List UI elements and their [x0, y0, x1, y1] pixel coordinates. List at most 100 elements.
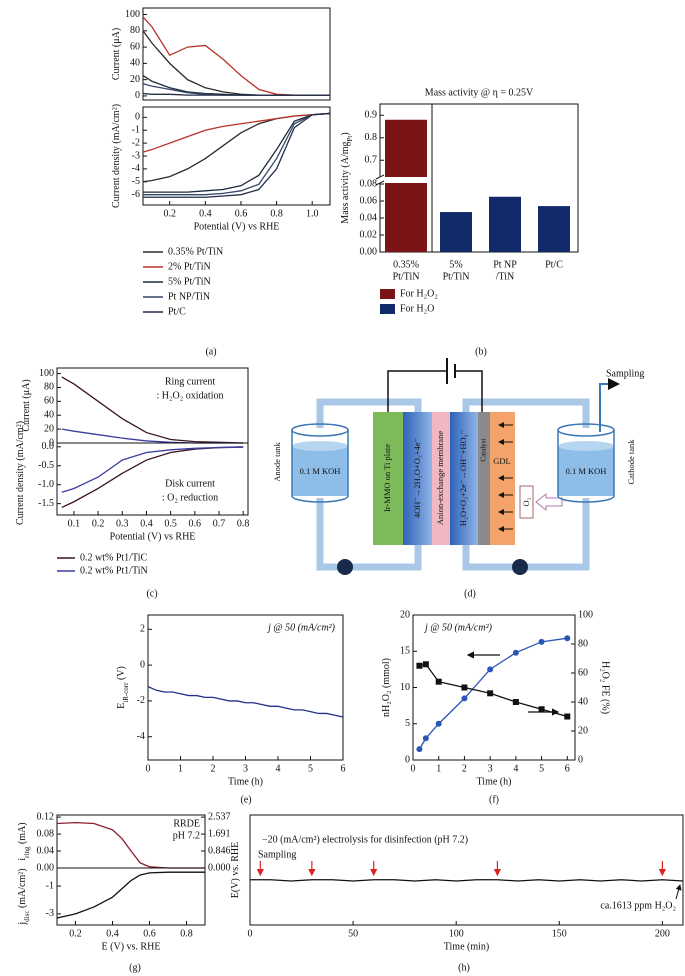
- label: H₂O+O₂+2e⁻→OH⁻+HO₂⁻: [458, 429, 468, 526]
- y-axis-label: iring (mA): [17, 822, 30, 860]
- membrane: [432, 412, 450, 545]
- x-tick-label: 0.8: [180, 928, 193, 939]
- label-part: j: [17, 922, 28, 926]
- legend-swatch: [380, 289, 395, 299]
- x-axis-label: Potential (V) vs RHE: [110, 531, 196, 542]
- y-tick-label: 0: [135, 112, 140, 123]
- x-tick-label: 0.7: [213, 518, 226, 529]
- axis-break: [375, 174, 385, 180]
- label-part: Current density (mA/cm²): [15, 421, 26, 525]
- y2-tick-label: 40: [578, 696, 588, 707]
- x-tick-label: 1: [436, 763, 441, 774]
- series-line: [418, 637, 568, 750]
- label-sub: iR-corr: [122, 682, 130, 703]
- x-tick-label: 50: [348, 928, 358, 939]
- label-part: ): [340, 132, 351, 135]
- x-tick-label: Pt/TiN: [393, 271, 420, 282]
- tank-rim: [557, 423, 615, 437]
- legend-swatch: [380, 304, 395, 314]
- y-tick-label: 80: [130, 25, 140, 36]
- pump: [337, 559, 353, 575]
- label: O₂: [521, 497, 531, 506]
- series-line: [142, 112, 331, 183]
- y-axis-label: E(V) vs. RHE: [230, 842, 241, 898]
- bar: [440, 212, 472, 252]
- x-tick-label: 0.8: [237, 518, 250, 529]
- wire: [387, 370, 447, 412]
- axis-break: [377, 177, 383, 183]
- y-tick-label: -0.5: [38, 460, 54, 471]
- y2-tick-label: 2.537: [208, 811, 231, 822]
- x-tick-label: 2: [211, 763, 216, 774]
- pipe: [462, 398, 590, 428]
- panel-label: (e): [240, 794, 251, 805]
- label: 0.1 M KOH: [566, 466, 607, 476]
- electrolyte: [558, 446, 614, 496]
- y-tick-label: 0.04: [360, 212, 378, 223]
- x-tick-label: 3: [243, 763, 248, 774]
- series-line: [61, 376, 244, 444]
- oxygen-box: [519, 485, 534, 519]
- x-tick-label: 0.1: [68, 518, 81, 529]
- y2-tick-label: 60: [578, 667, 588, 678]
- legend-label: 0.2 wt% Pt1/TiC: [80, 552, 147, 563]
- legend-label: For H₂O₂: [400, 288, 438, 299]
- y-tick-label: -5: [132, 176, 140, 187]
- anode-zone: [403, 412, 432, 545]
- annotation: j @ 50 (mA/cm²): [266, 622, 336, 633]
- diagram: Ir-MMO on Ti plate 4OH⁻→2H₂O+O₂+4e⁻ Anio…: [272, 358, 644, 599]
- y-axis-label: Current density (mA/cm²): [15, 421, 26, 525]
- y-tick-label: 60: [44, 396, 54, 407]
- axis-break: [375, 180, 385, 186]
- anode-tank: 0.1 M KOH: [291, 423, 349, 503]
- bar: [538, 206, 570, 252]
- legend-label: 0.2 wt% Pt1/TiN: [80, 565, 148, 576]
- plot-frame: [412, 614, 576, 761]
- label: Sampling: [606, 368, 644, 379]
- y-tick-label: 0.00: [37, 862, 55, 873]
- pipe: [316, 498, 422, 571]
- y-tick-label: 80: [44, 382, 54, 393]
- y-tick-label: -1.5: [38, 498, 54, 509]
- x-axis-label: Potential (V) vs RHE: [194, 221, 280, 232]
- legend-label: 2% Pt/TiN: [168, 261, 211, 272]
- y-tick-label: 40: [44, 410, 54, 421]
- point: [422, 661, 429, 668]
- x-tick-label: 0.6: [189, 518, 202, 529]
- plot-frame: [147, 614, 344, 761]
- panel-label: (c): [146, 588, 157, 599]
- label-part: (mA): [17, 822, 28, 846]
- point: [538, 706, 545, 713]
- label: Catalyst: [480, 438, 488, 461]
- legend-label: Pt NP/TiN: [168, 291, 210, 302]
- point: [564, 635, 571, 642]
- tank-surface: [558, 441, 614, 451]
- x-tick-label: 0.2: [92, 518, 105, 529]
- plot-frame: [249, 814, 684, 926]
- pump: [512, 559, 528, 575]
- y2-tick-label: 0: [578, 754, 583, 765]
- point: [461, 695, 468, 702]
- x-axis-label: Time (min): [444, 941, 489, 952]
- y-tick-label: 0.9: [365, 110, 378, 121]
- note-arrow: [675, 884, 682, 900]
- y-tick-label: 20: [44, 423, 54, 434]
- label-part: Current (μA): [21, 379, 32, 431]
- label-part: Mass activity (A/mg: [340, 141, 351, 223]
- label-part: Current density (mA/cm²): [111, 104, 122, 208]
- x-tick-label: 4: [513, 763, 518, 774]
- label: Anode tank: [272, 442, 282, 482]
- y-tick-label: 0.08: [37, 828, 55, 839]
- y-tick-label: -2: [132, 137, 140, 148]
- y-axis-label: nH₂O₂ (mmol): [381, 658, 392, 717]
- x-tick-label: 0.6: [235, 208, 248, 219]
- panel-label: (d): [464, 588, 476, 599]
- series-line: [250, 879, 684, 882]
- point: [461, 684, 468, 691]
- y-axis-label: jdisc (mA/cm²): [17, 868, 30, 925]
- point: [435, 720, 442, 727]
- point: [538, 638, 545, 645]
- y-tick-label: 0.0: [42, 441, 55, 452]
- y-tick-label: 0.04: [37, 845, 55, 856]
- x-tick-label: 5%: [449, 259, 462, 270]
